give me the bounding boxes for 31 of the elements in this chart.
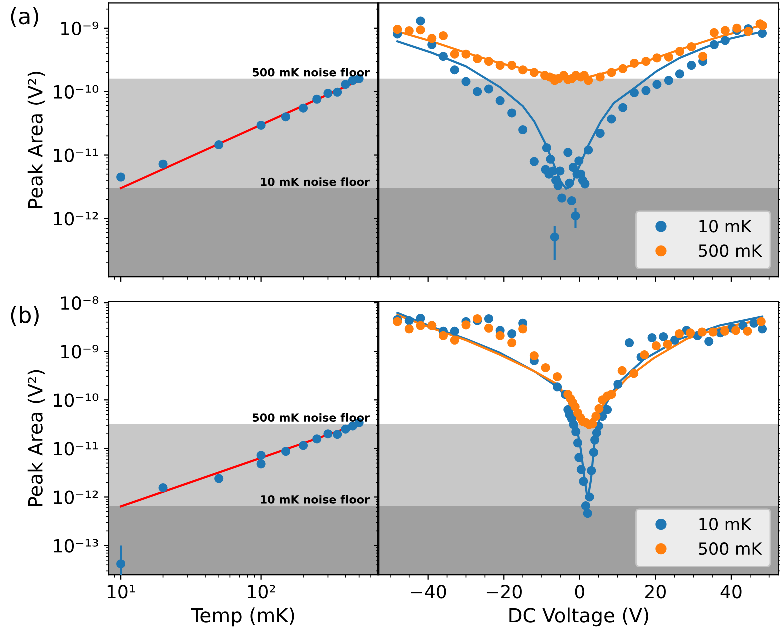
y-tick-label: 10⁻¹¹ [54, 442, 98, 456]
x-tick-label: −20 [486, 585, 522, 599]
x-tick-label: −40 [411, 585, 446, 599]
legend-label: 500 mK [699, 244, 763, 258]
y-tick-label: 10⁻¹² [54, 490, 98, 504]
y-tick-label: 10⁻⁹ [61, 22, 99, 36]
y-tick-label: 10⁻⁹ [61, 345, 99, 359]
band-label: 500 mK noise floor [252, 68, 370, 77]
y-axis-title: Peak Area (V²) [28, 370, 46, 506]
x-tick-label: 40 [720, 585, 742, 599]
x-tick-label: 20 [646, 585, 666, 599]
x-tick-label: 10² [248, 585, 276, 599]
x-axis-title: DC Voltage (V) [510, 608, 648, 627]
legend-label: 10 mK [700, 518, 752, 531]
x-tick-label: 10¹ [108, 585, 136, 599]
band-label: 10 mK noise floor [261, 178, 370, 186]
legend-label: 500 mK [699, 542, 763, 556]
x-axis-title: Temp (mK) [191, 608, 294, 627]
y-tick-label: 10⁻¹⁰ [54, 394, 99, 408]
y-tick-label: 10⁻¹⁰ [54, 85, 99, 99]
text: (b) [11, 306, 39, 326]
y-tick-label: 10⁻¹¹ [54, 148, 98, 162]
y-tick-label: 10⁻¹³ [54, 539, 98, 553]
y-axis-title: Peak Area (V²) [28, 72, 46, 208]
y-tick-label: 10⁻¹² [54, 212, 98, 226]
y-tick-label: 10⁻⁸ [61, 296, 99, 310]
band-label: 10 mK noise floor [261, 495, 370, 504]
legend-label: 10 mK [700, 220, 752, 233]
x-tick-label: 0 [575, 585, 584, 599]
band-label: 500 mK noise floor [252, 413, 370, 422]
text: (a) [11, 8, 38, 28]
